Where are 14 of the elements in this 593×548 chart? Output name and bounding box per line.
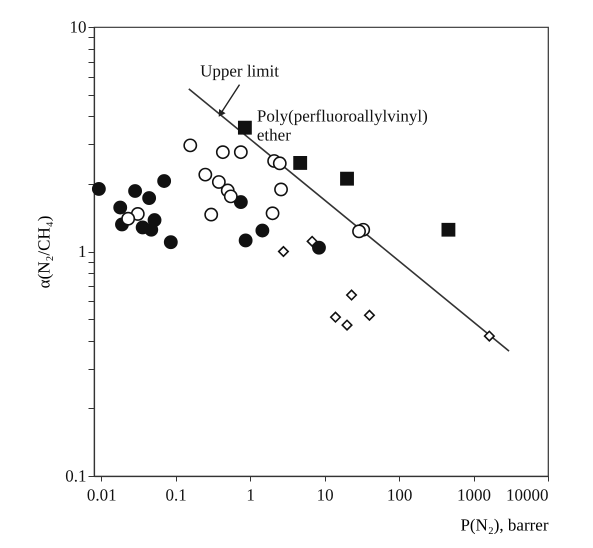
x-axis-title: P(N₂), barrer xyxy=(460,516,549,534)
y-axis-title: α(N₂/CH₄) xyxy=(34,216,54,288)
annotation: Poly(perfluoroallylvinyl) ether xyxy=(256,106,428,145)
x-tick-label: 0.1 xyxy=(166,486,187,504)
y-tick-label: 0.1 xyxy=(65,466,86,486)
x-tick-label: 10000 xyxy=(506,486,548,504)
y-tick-label: 1 xyxy=(78,242,86,261)
x-tick-label: 0.01 xyxy=(86,486,117,504)
x-tick-label: 1 xyxy=(246,486,255,504)
annotation: Upper limit xyxy=(200,62,280,81)
x-tick-label: 10 xyxy=(316,486,334,504)
y-tick-label: 10 xyxy=(70,18,86,36)
x-tick-label: 1000 xyxy=(457,486,492,504)
x-tick-label: 100 xyxy=(386,486,412,504)
